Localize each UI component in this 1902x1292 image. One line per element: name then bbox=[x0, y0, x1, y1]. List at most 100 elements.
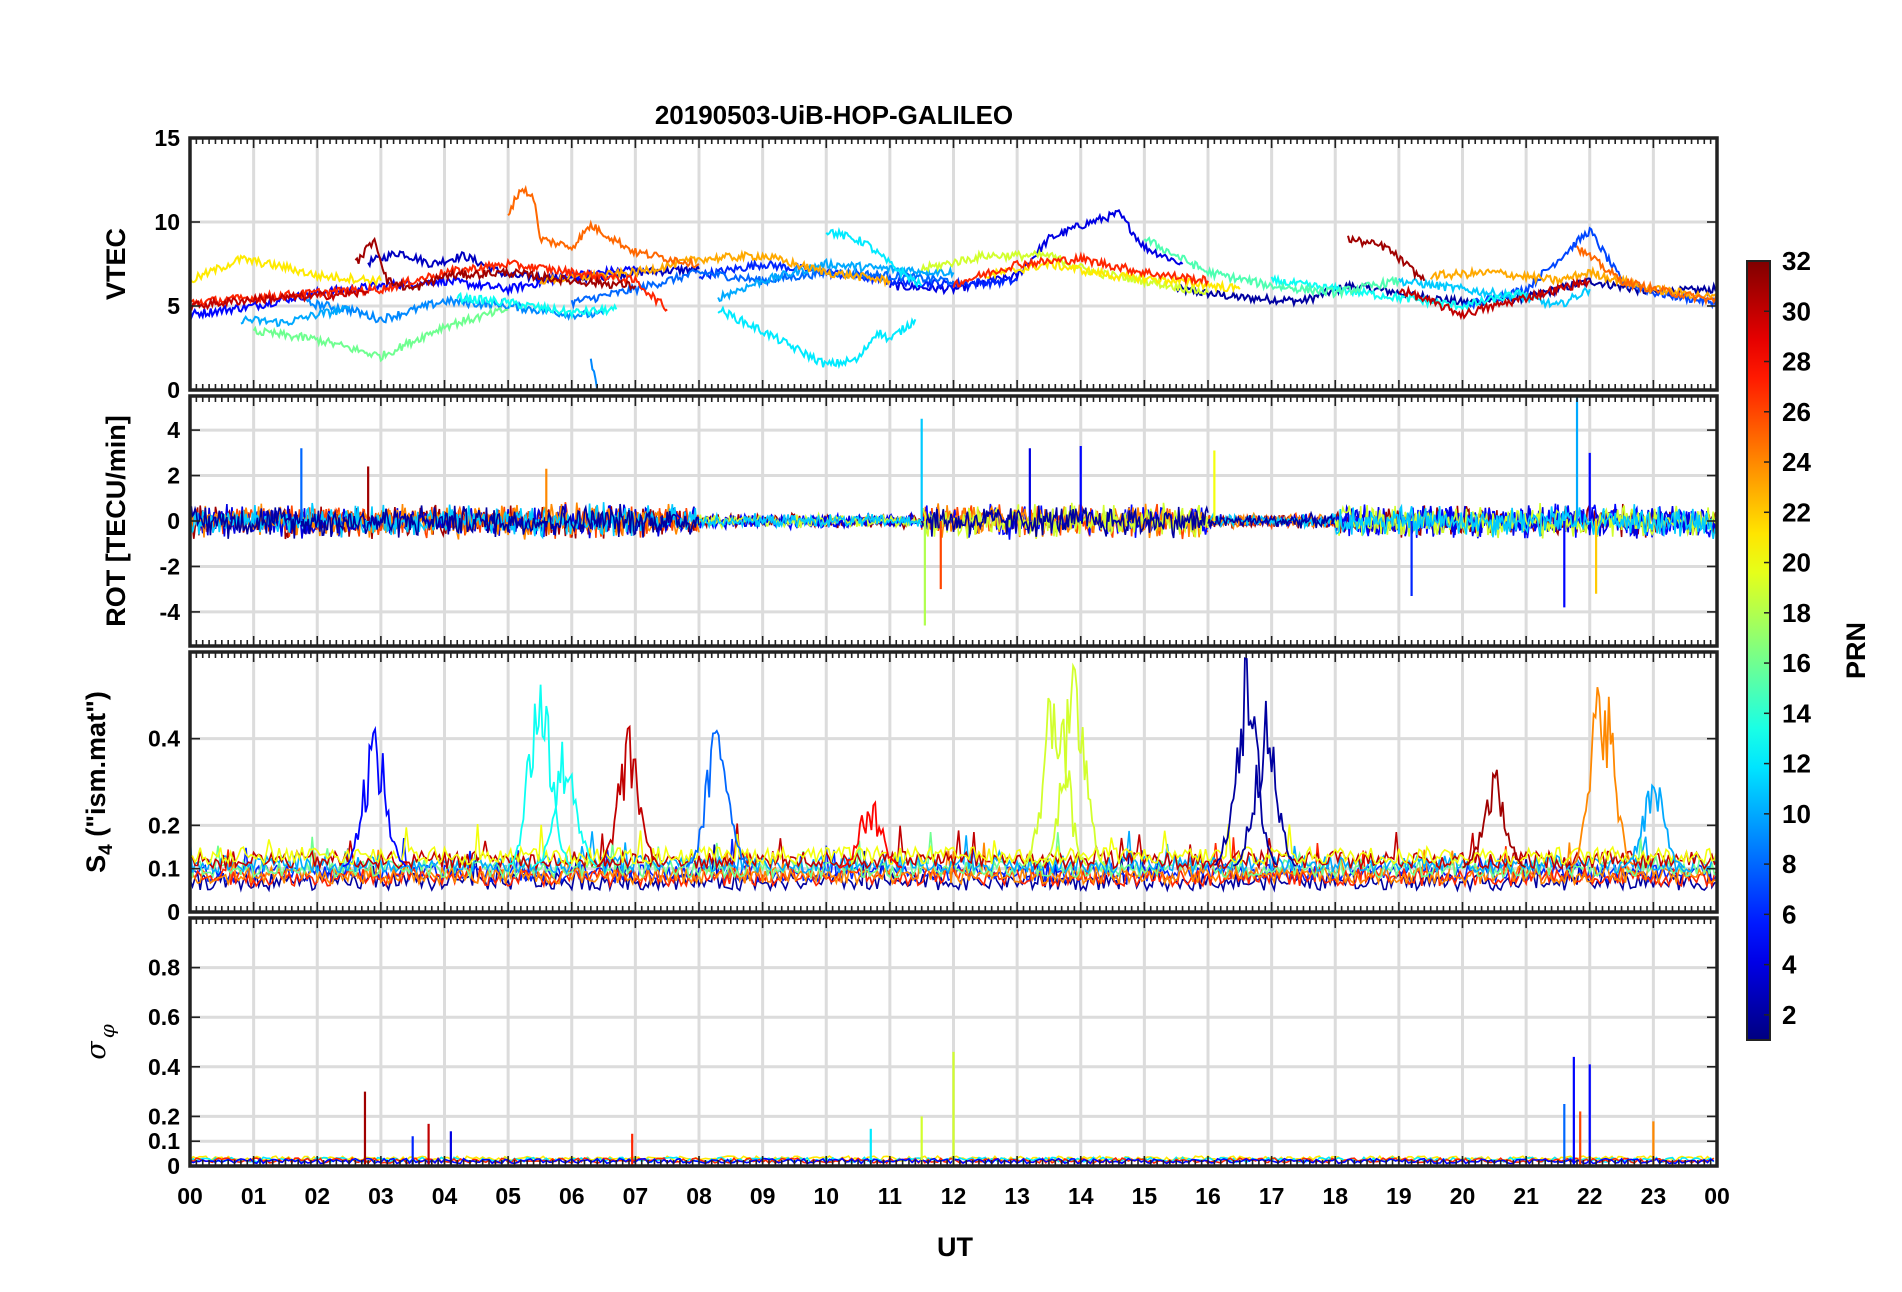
x-tick-label: 18 bbox=[1322, 1183, 1348, 1209]
x-tick-label: 12 bbox=[941, 1183, 967, 1209]
y-axis-label: ROT [TECU/min] bbox=[101, 415, 131, 626]
x-tick-label: 20 bbox=[1450, 1183, 1476, 1209]
colorbar-tick-label: 32 bbox=[1782, 246, 1811, 276]
vtec-line-prn30-0 bbox=[190, 288, 369, 312]
x-tick-label: 17 bbox=[1259, 1183, 1285, 1209]
s4-burst-prn19 bbox=[1041, 662, 1106, 868]
x-tick-label: 14 bbox=[1068, 1183, 1094, 1209]
x-tick-label: 00 bbox=[177, 1183, 203, 1209]
s4-burst-prn28 bbox=[839, 800, 903, 869]
s4-burst-prn2 bbox=[1213, 657, 1278, 866]
s4-burst-prn10 bbox=[1621, 783, 1685, 869]
colorbar-tick-label: 30 bbox=[1782, 296, 1811, 326]
vtec-line-prn23-1 bbox=[1429, 265, 1717, 300]
colorbar-tick-label: 16 bbox=[1782, 648, 1811, 678]
y-tick-label: 0.6 bbox=[148, 1004, 180, 1030]
rot-trace-prn2 bbox=[920, 505, 1209, 539]
x-tick-label: 10 bbox=[813, 1183, 839, 1209]
x-tick-label: 16 bbox=[1195, 1183, 1221, 1209]
y-tick-label: 4 bbox=[167, 417, 180, 443]
y-tick-label: 2 bbox=[167, 463, 180, 489]
x-ticks bbox=[189, 396, 1718, 646]
vtec-line-prn31-0 bbox=[354, 236, 637, 291]
colorbar-tick-label: 14 bbox=[1782, 698, 1811, 728]
vtec-line-prn9-1 bbox=[589, 358, 599, 390]
y-tick-label: 0.8 bbox=[148, 955, 180, 981]
y-tick-label: 0 bbox=[167, 1153, 180, 1179]
y-tick-label: -2 bbox=[160, 553, 180, 579]
x-tick-label: 19 bbox=[1386, 1183, 1412, 1209]
y-tick-label: 0.4 bbox=[148, 726, 180, 752]
s4-burst-prn31 bbox=[1462, 769, 1526, 869]
y-tick-label: 0.2 bbox=[148, 1103, 180, 1129]
vtec-line-prn13-0 bbox=[456, 291, 618, 320]
x-tick-label: 08 bbox=[686, 1183, 712, 1209]
vtec-line-prn10-1 bbox=[717, 257, 955, 303]
s4-burst-prn2 bbox=[1232, 700, 1297, 867]
s4-burst-prn5 bbox=[342, 725, 407, 868]
colorbar-tick-label: 10 bbox=[1782, 799, 1811, 829]
colorbar-tick-label: 24 bbox=[1782, 447, 1811, 477]
s4-burst-prn13 bbox=[533, 741, 598, 868]
panel-2: -4 -2 0 2 4 ROT [TECU/min] bbox=[101, 394, 1719, 648]
s4-burst-prn30 bbox=[596, 724, 661, 868]
vtec-line-prn25-1 bbox=[1576, 245, 1717, 306]
colorbar-tick-label: 22 bbox=[1782, 497, 1811, 527]
rot-trace-prn19 bbox=[921, 502, 1209, 539]
x-tick-label: 01 bbox=[241, 1183, 267, 1209]
y-axis-label: VTEC bbox=[101, 228, 131, 300]
vtec-line-prn21-1 bbox=[984, 258, 1241, 294]
y-tick-label: 0 bbox=[167, 508, 180, 534]
data-layer bbox=[190, 396, 1717, 626]
s4-burst-prn19 bbox=[1022, 697, 1088, 867]
rot-trace-prn19 bbox=[698, 511, 923, 530]
x-tick-label: 00 bbox=[1704, 1183, 1730, 1209]
vtec-line-prn12-0 bbox=[717, 305, 917, 370]
vtec-line-prn21-0 bbox=[190, 254, 382, 287]
y-axis-label: σφ bbox=[81, 1024, 119, 1059]
x-ticks bbox=[189, 918, 1718, 1166]
x-tick-label: 21 bbox=[1513, 1183, 1539, 1209]
x-tick-label: 06 bbox=[559, 1183, 585, 1209]
y-tick-label: 0.4 bbox=[148, 1054, 180, 1080]
s4-burst-prn8 bbox=[685, 729, 750, 868]
colorbar-tick-label: 8 bbox=[1782, 849, 1796, 879]
rot-trace-prn11 bbox=[698, 511, 923, 530]
panel-3: 0 0.1 0.2 0.4 S4 ("ism.mat") bbox=[81, 650, 1719, 925]
panel-4: 00.10.2 0.4 0.6 0.8 σφ bbox=[81, 916, 1719, 1179]
y-tick-label: 5 bbox=[167, 293, 180, 319]
x-tick-label: 11 bbox=[878, 1183, 903, 1209]
colorbar-label: PRN bbox=[1841, 622, 1871, 679]
x-tick-label: 22 bbox=[1577, 1183, 1603, 1209]
panel-1: 0 5 10 15 VTEC bbox=[101, 125, 1719, 403]
y-tick-label: 10 bbox=[154, 209, 180, 235]
colorbar-tick-label: 2 bbox=[1782, 1000, 1796, 1030]
colorbar-tick-label: 12 bbox=[1782, 749, 1811, 779]
x-ticks bbox=[189, 652, 1718, 912]
y-tick-label: -4 bbox=[160, 599, 181, 625]
colorbar-tick-label: 4 bbox=[1782, 950, 1797, 980]
vtec-line-prn31-1 bbox=[1347, 234, 1426, 282]
vtec-line-prn15-0 bbox=[1143, 236, 1400, 300]
vtec-line-prn27-1 bbox=[952, 251, 1209, 288]
y-tick-label: 0 bbox=[167, 377, 180, 403]
y-tick-label: 0.1 bbox=[148, 1128, 180, 1154]
rot-trace-prn2 bbox=[1207, 510, 1336, 529]
vtec-line-prn12-1 bbox=[825, 226, 923, 289]
x-ticks bbox=[189, 138, 1718, 390]
vtec-line-prn11-0 bbox=[1398, 276, 1591, 310]
x-tick-label: 03 bbox=[368, 1183, 394, 1209]
s4-trace-prn20 bbox=[190, 823, 1717, 867]
vtec-line-prn30-1 bbox=[1398, 276, 1591, 321]
data-layer bbox=[190, 184, 1717, 390]
x-tick-label: 09 bbox=[750, 1183, 776, 1209]
colorbar-tick-label: 20 bbox=[1782, 548, 1811, 578]
y-axis-label: S4 ("ism.mat") bbox=[81, 691, 117, 873]
x-tick-label: 23 bbox=[1641, 1183, 1667, 1209]
rot-trace-prn11 bbox=[1334, 503, 1717, 540]
y-tick-label: 0.2 bbox=[148, 812, 180, 838]
x-tick-label: 05 bbox=[495, 1183, 521, 1209]
